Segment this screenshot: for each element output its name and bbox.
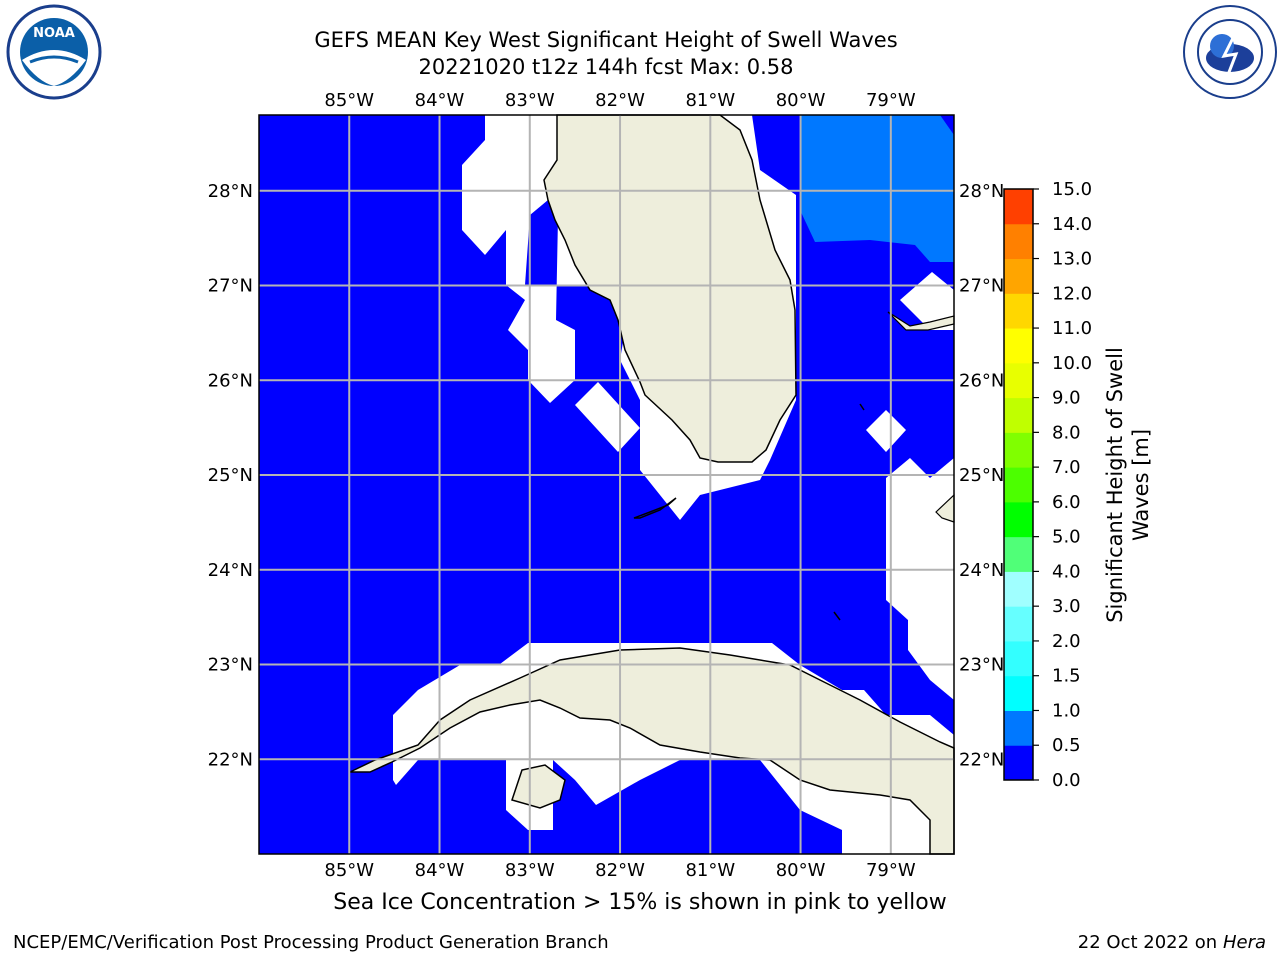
colorbar-label: Significant Height of SwellWaves [m] [1103, 347, 1153, 623]
colorbar-swatch [1004, 432, 1033, 468]
lon-label: 85°W [324, 860, 374, 881]
shallow-mask-3 [886, 458, 954, 700]
host-name: Hera [1222, 932, 1266, 953]
colorbar-tick-label: 3.0 [1052, 596, 1081, 617]
lon-label: 79°W [866, 90, 916, 111]
colorbar-swatch [1004, 293, 1033, 329]
lon-label: 83°W [505, 90, 555, 111]
lat-label: 28°N [959, 181, 1004, 202]
colorbar-tick-label: 1.5 [1052, 666, 1081, 687]
credit-text: NCEP/EMC/Verification Post Processing Pr… [13, 932, 609, 953]
florida-land [543, 114, 797, 463]
colorbar-swatch [1004, 328, 1033, 364]
lon-label: 83°W [505, 860, 555, 881]
run-date-text: 22 Oct 2022 on [1077, 932, 1223, 953]
colorbar-tick-label: 14.0 [1052, 214, 1092, 235]
colorbar-label-line: Significant Height of Swell [1103, 347, 1127, 623]
chart-subtitle: 20221020 t12z 144h fcst Max: 0.58 [418, 55, 794, 79]
colorbar-swatch [1004, 467, 1033, 503]
lon-label: 79°W [866, 860, 916, 881]
lat-label: 24°N [208, 560, 253, 581]
colorbar-swatch [1004, 258, 1033, 294]
lon-label: 80°W [776, 860, 826, 881]
lat-label: 22°N [208, 749, 253, 770]
shallow-mask-2 [575, 382, 640, 452]
lon-label: 81°W [685, 90, 735, 111]
colorbar-frame [1003, 188, 1034, 781]
noaa-logo: NOAA [6, 4, 102, 100]
lat-label: 27°N [959, 276, 1004, 297]
lat-labels-left: 22°N 23°N 24°N 25°N 26°N 27°N 28°N [208, 181, 253, 770]
lat-label: 22°N [959, 749, 1004, 770]
cuba-land [349, 647, 955, 855]
noaa-logo-text: NOAA [33, 26, 75, 41]
colorbar-swatch [1004, 710, 1033, 746]
lat-label: 26°N [208, 370, 253, 391]
colorbar-tick-label: 0.5 [1052, 735, 1081, 756]
colorbar-tick-label: 12.0 [1052, 283, 1092, 304]
colorbar-tick-label: 9.0 [1052, 388, 1081, 409]
lon-label: 82°W [595, 860, 645, 881]
colorbar-swatch [1004, 189, 1033, 225]
colorbar-tick-label: 13.0 [1052, 249, 1092, 270]
colorbar-tick-label: 10.0 [1052, 353, 1092, 374]
colorbar-tick-label: 6.0 [1052, 492, 1081, 513]
colorbar-swatch [1004, 675, 1033, 711]
colorbar-label-line: Waves [m] [1129, 429, 1153, 541]
colorbar-swatch [1004, 640, 1033, 677]
graticule [259, 115, 954, 854]
chart-title: GEFS MEAN Key West Significant Height of… [314, 28, 898, 52]
lat-label: 23°N [208, 655, 253, 676]
colorbar-tick-label: 11.0 [1052, 318, 1092, 339]
lon-label: 85°W [324, 90, 374, 111]
lon-label: 81°W [685, 860, 735, 881]
lat-label: 24°N [959, 560, 1004, 581]
swell-0p5-region [800, 115, 954, 262]
shallow-mask-bahamas [866, 410, 906, 452]
colorbar-tick-label: 7.0 [1052, 457, 1081, 478]
colorbar-tick-label: 4.0 [1052, 561, 1081, 582]
lon-labels-bottom: 85°W 84°W 83°W 82°W 81°W 80°W 79°W [324, 860, 915, 881]
lat-label: 25°N [959, 465, 1004, 486]
colorbar-swatch [1004, 397, 1033, 433]
map-frame [258, 114, 955, 855]
lon-label: 80°W [776, 90, 826, 111]
colorbar-swatch [1004, 606, 1033, 642]
lat-label: 23°N [959, 655, 1004, 676]
colorbar-tick-label: 15.0 [1052, 179, 1092, 200]
lat-label: 25°N [208, 465, 253, 486]
florida-keys [633, 497, 677, 519]
colorbar-swatch [1004, 362, 1033, 399]
lon-label: 82°W [595, 90, 645, 111]
isla-juventud-land [511, 764, 566, 809]
lon-label: 84°W [415, 860, 465, 881]
colorbar-tick-label: 1.0 [1052, 700, 1081, 721]
lon-label: 84°W [415, 90, 465, 111]
colorbar-tick-label: 5.0 [1052, 527, 1081, 548]
colorbar-tick-label: 8.0 [1052, 422, 1081, 443]
colorbar-swatch [1004, 571, 1033, 607]
lat-label: 27°N [208, 276, 253, 297]
sea-ice-note: Sea Ice Concentration > 15% is shown in … [333, 890, 947, 915]
map-plot-area [259, 114, 955, 855]
lat-labels-right: 22°N 23°N 24°N 25°N 26°N 27°N 28°N [959, 181, 1004, 770]
colorbar-tick-label: 0.0 [1052, 770, 1081, 791]
colorbar: 0.0 0.5 1.0 1.5 2.0 3.0 4.0 5.0 6.0 7.0 8.0 9.0 10.0… [1003, 179, 1092, 791]
lat-label: 28°N [208, 181, 253, 202]
lon-labels-top: 85°W 84°W 83°W 82°W 81°W 80°W 79°W [324, 90, 915, 111]
run-date: 22 Oct 2022 on Hera [1078, 932, 1266, 953]
lat-label: 26°N [959, 370, 1004, 391]
colorbar-swatch [1004, 536, 1033, 572]
colorbar-swatch [1004, 223, 1033, 260]
nws-logo [1183, 5, 1277, 99]
colorbar-swatch [1004, 501, 1033, 538]
colorbar-tick-label: 2.0 [1052, 631, 1081, 652]
colorbar-swatch [1004, 745, 1033, 781]
